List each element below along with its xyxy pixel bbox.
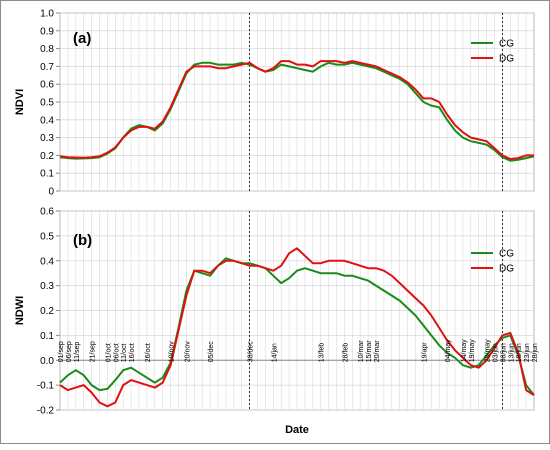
y-tick-label: 0.1 bbox=[40, 331, 54, 342]
x-tick-label: 01/sep bbox=[58, 341, 65, 362]
x-tick-label: 19/may bbox=[469, 339, 476, 362]
x-tick-label: 03/jun bbox=[493, 343, 500, 362]
x-tick-label: 10/mar bbox=[358, 340, 365, 362]
legend-label-cg: CG bbox=[499, 39, 514, 50]
series-line-cg bbox=[59, 61, 535, 162]
x-tick-label: 28/feb bbox=[342, 343, 349, 363]
legend-label-dg: DG bbox=[499, 264, 514, 275]
y-tick-label: 0.3 bbox=[40, 281, 54, 292]
series-line-dg bbox=[59, 247, 535, 408]
x-tick-label: 14/may bbox=[461, 339, 468, 362]
series-line-cg bbox=[59, 257, 535, 396]
x-tick-label: 26/oct bbox=[145, 343, 152, 362]
x-tick-label: 13/feb bbox=[319, 343, 326, 363]
y-axis-label: NDVI bbox=[14, 89, 26, 115]
legend-label-cg: CG bbox=[499, 249, 514, 260]
x-axis-label: Date bbox=[285, 424, 309, 436]
x-tick-label: 06/sep bbox=[66, 341, 73, 362]
y-tick-label: -0.2 bbox=[37, 406, 55, 417]
x-tick-label: 06/oct bbox=[113, 343, 120, 362]
x-tick-label: 20/mar bbox=[374, 340, 381, 362]
x-tick-label: 14/jan bbox=[271, 343, 278, 362]
y-axis-label: NDWI bbox=[14, 296, 26, 325]
y-tick-label: 0.5 bbox=[40, 98, 54, 109]
x-tick-label: 20/nov bbox=[184, 341, 191, 363]
panel-ndwi: -0.2 -0.1 0.0 0.1 0.2 0.3 0.4 0.5 0.6 01/sep 06/se… bbox=[14, 207, 539, 437]
x-tick-label: 11/sep bbox=[74, 342, 81, 363]
panel-label: (b) bbox=[73, 232, 92, 249]
y-tick-label: 0.1 bbox=[40, 169, 54, 180]
panel-label: (a) bbox=[73, 30, 91, 47]
y-tick-label: 0.6 bbox=[40, 80, 54, 91]
y-tick-label: 0.2 bbox=[40, 306, 54, 317]
y-tick-label: 0 bbox=[48, 187, 54, 198]
x-tick-label: 05/dec bbox=[208, 341, 215, 363]
x-tick-label: 18/jun bbox=[516, 343, 523, 362]
x-tick-label: 10/nov bbox=[169, 341, 176, 363]
y-tick-label: 0.5 bbox=[40, 231, 54, 242]
legend: CG DG bbox=[471, 249, 514, 275]
x-tick-label: 23/jun bbox=[524, 343, 531, 362]
y-tick-label: 0.8 bbox=[40, 44, 54, 55]
x-tick-label: 15/mar bbox=[366, 340, 373, 362]
y-tick-label: 1.0 bbox=[40, 9, 54, 20]
y-tick-label: 0.4 bbox=[40, 256, 54, 267]
y-tick-label: 0.4 bbox=[40, 115, 54, 126]
legend-label-dg: DG bbox=[499, 54, 514, 65]
y-tick-label: 0.3 bbox=[40, 133, 54, 144]
x-tick-label: 04/may bbox=[445, 339, 452, 362]
y-tick-label: 0.2 bbox=[40, 151, 54, 162]
x-tick-label: 11/oct bbox=[121, 344, 128, 363]
x-tick-label: 19/apr bbox=[421, 342, 428, 363]
x-tick-label: 01/oct bbox=[105, 343, 112, 362]
x-tick-label: 08/jun bbox=[500, 343, 507, 362]
x-tick-label: 30/dec bbox=[248, 341, 255, 363]
x-tick-label: 29/may bbox=[485, 339, 492, 362]
x-tick-label: 21/sep bbox=[90, 341, 97, 362]
x-tick-label: 16/oct bbox=[129, 343, 136, 362]
y-tick-label: 0.7 bbox=[40, 62, 54, 73]
legend: CG DG bbox=[471, 39, 514, 65]
y-tick-label: 0.0 bbox=[40, 356, 54, 367]
panel-ndvi: 0 0.1 0.2 0.3 0.4 0.5 0.6 0.7 0.8 0.9 1.0 (a) NDVI CG… bbox=[14, 9, 535, 198]
x-tick-label: 13/jun bbox=[508, 343, 515, 362]
series-line-dg bbox=[59, 60, 534, 160]
y-tick-label: -0.1 bbox=[37, 381, 55, 392]
x-tick-label: 28/jun bbox=[532, 343, 539, 362]
y-tick-label: 0.9 bbox=[40, 26, 54, 37]
y-tick-label: 0.6 bbox=[40, 207, 54, 218]
